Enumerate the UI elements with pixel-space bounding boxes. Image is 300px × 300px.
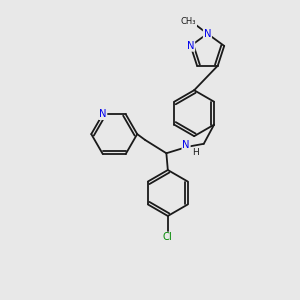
Text: H: H [192,148,199,157]
Text: N: N [187,41,194,51]
Text: CH₃: CH₃ [181,17,196,26]
Text: N: N [99,109,106,119]
Text: Cl: Cl [163,232,173,242]
Text: N: N [204,29,211,39]
Text: N: N [182,140,190,150]
